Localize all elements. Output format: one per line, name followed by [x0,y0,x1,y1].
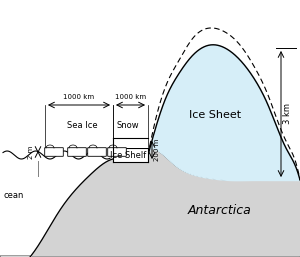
Text: 2 m: 2 m [28,145,34,159]
Text: 3 km: 3 km [283,104,292,124]
Text: Ice Shelf: Ice Shelf [110,151,146,160]
FancyBboxPatch shape [88,148,106,156]
Text: Snow: Snow [117,121,139,130]
Text: 200 m: 200 m [154,139,160,161]
Text: cean: cean [3,190,23,199]
FancyBboxPatch shape [45,148,63,156]
FancyBboxPatch shape [108,148,126,156]
Text: 1000 km: 1000 km [115,94,146,100]
Text: Antarctica: Antarctica [188,204,252,216]
Bar [113,148,148,162]
FancyBboxPatch shape [68,148,86,156]
Bar [113,138,148,148]
Text: Sea Ice: Sea Ice [67,121,97,130]
Text: 1000 km: 1000 km [63,94,94,100]
Text: Ice Sheet: Ice Sheet [189,110,241,120]
